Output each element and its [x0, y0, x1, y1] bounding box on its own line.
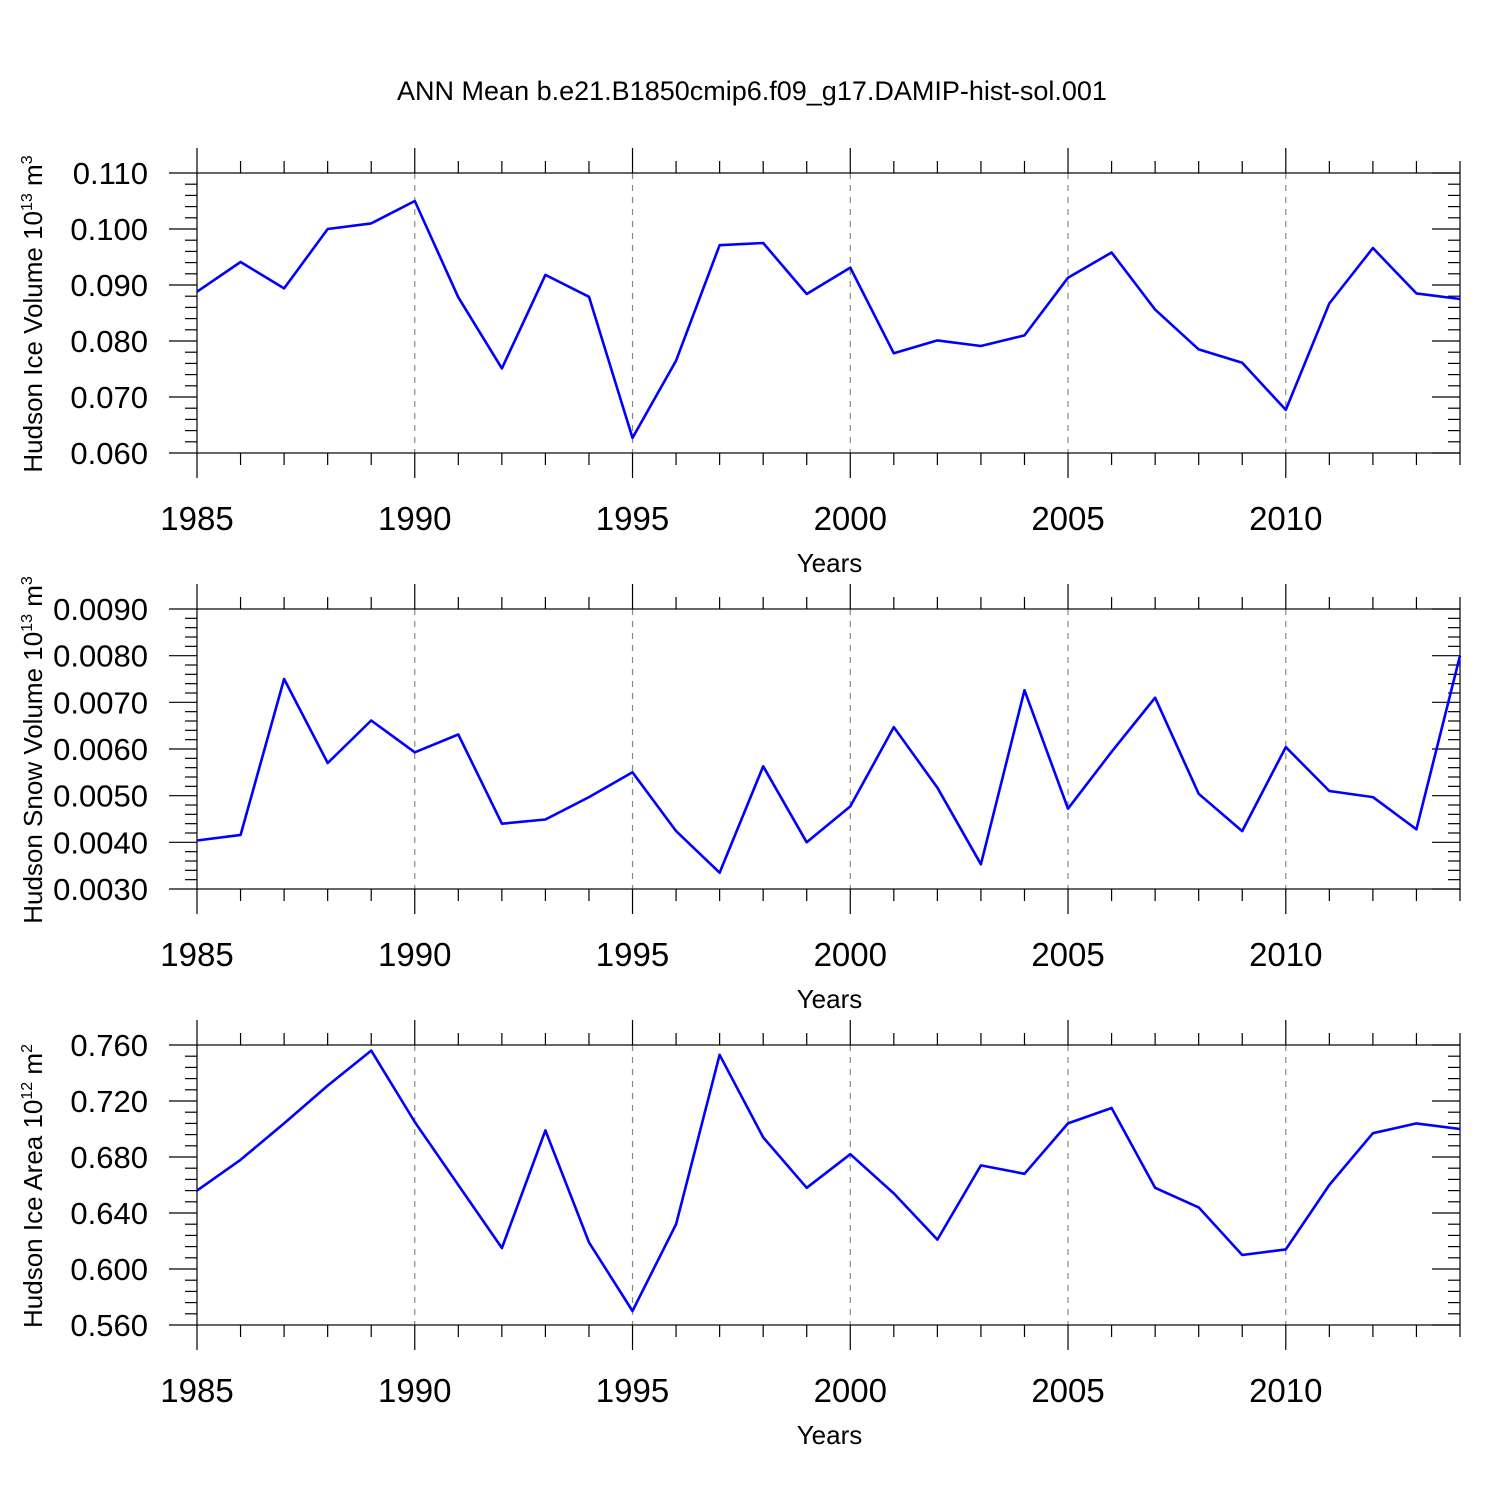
plot-frame [196, 172, 1461, 454]
x-axis-title: Years [797, 1420, 863, 1450]
x-tick-label-2005: 2005 [1031, 1372, 1104, 1409]
y-tick-label: 0.080 [70, 324, 148, 359]
y-tick-label: 0.060 [70, 436, 148, 471]
x-tick-label-1995: 1995 [596, 1372, 669, 1409]
x-tick-label-2010: 2010 [1249, 500, 1322, 537]
plot-frame [196, 1044, 1461, 1326]
y-tick-label: 0.640 [70, 1196, 148, 1231]
y-tick-label: 0.0080 [53, 639, 148, 674]
y-tick-label: 0.100 [70, 212, 148, 247]
x-tick-label-2000: 2000 [814, 1372, 887, 1409]
y-axis-title: Hudson Snow Volume 1013 m3 [18, 576, 48, 924]
x-tick-label-1990: 1990 [378, 500, 451, 537]
y-axis-title: Hudson Ice Volume 1013 m3 [18, 155, 48, 472]
x-tick-label-1985: 1985 [160, 500, 233, 537]
y-tick-label: 0.110 [73, 156, 148, 191]
y-tick-label: 0.0070 [53, 685, 148, 720]
series-line [196, 199, 1461, 440]
x-tick-label-1985: 1985 [160, 936, 233, 973]
panel-1: 1985 1990 1995 2000 2005 2010 0.060 0.070 0.080 0… [18, 148, 1461, 578]
x-tick-label-1995: 1995 [596, 500, 669, 537]
y-tick-label: 0.600 [70, 1252, 148, 1287]
y-tick-label: 0.720 [70, 1084, 148, 1119]
panel-3: 1985 1990 1995 2000 2005 2010 0.560 0.600 0.640 0… [18, 1020, 1461, 1450]
y-tick-label: 0.680 [70, 1140, 148, 1175]
y-tick-label: 0.090 [70, 268, 148, 303]
x-tick-label-2005: 2005 [1031, 500, 1104, 537]
x-tick-label-2000: 2000 [814, 936, 887, 973]
x-tick-label-2010: 2010 [1249, 936, 1322, 973]
x-tick-label-1990: 1990 [378, 936, 451, 973]
y-tick-label: 0.0030 [53, 872, 148, 907]
panel-2: 1985 1990 1995 2000 2005 2010 0.0030 0.0040 0.00… [18, 576, 1462, 1014]
panels: 1985 1990 1995 2000 2005 2010 0.060 0.070 0.080 0… [18, 148, 1462, 1450]
y-tick-label: 0.0040 [53, 825, 148, 860]
x-tick-label-2005: 2005 [1031, 936, 1104, 973]
y-tick-label: 0.0060 [53, 732, 148, 767]
series-line [196, 655, 1462, 875]
x-tick-label-2010: 2010 [1249, 1372, 1322, 1409]
y-tick-label: 0.070 [70, 380, 148, 415]
x-tick-label-2000: 2000 [814, 500, 887, 537]
y-tick-label: 0.560 [70, 1308, 148, 1343]
x-tick-label-1995: 1995 [596, 936, 669, 973]
series-line [196, 1049, 1461, 1313]
figure-title: ANN Mean b.e21.B1850cmip6.f09_g17.DAMIP-… [397, 76, 1107, 106]
x-tick-label-1985: 1985 [160, 1372, 233, 1409]
y-tick-label: 0.0090 [53, 592, 148, 627]
x-axis-title: Years [797, 548, 863, 578]
y-tick-label: 0.760 [70, 1028, 148, 1063]
y-axis-title: Hudson Ice Area 1012 m2 [18, 1044, 48, 1328]
x-axis-title: Years [797, 984, 863, 1014]
y-tick-label: 0.0050 [53, 779, 148, 814]
x-tick-label-1990: 1990 [378, 1372, 451, 1409]
